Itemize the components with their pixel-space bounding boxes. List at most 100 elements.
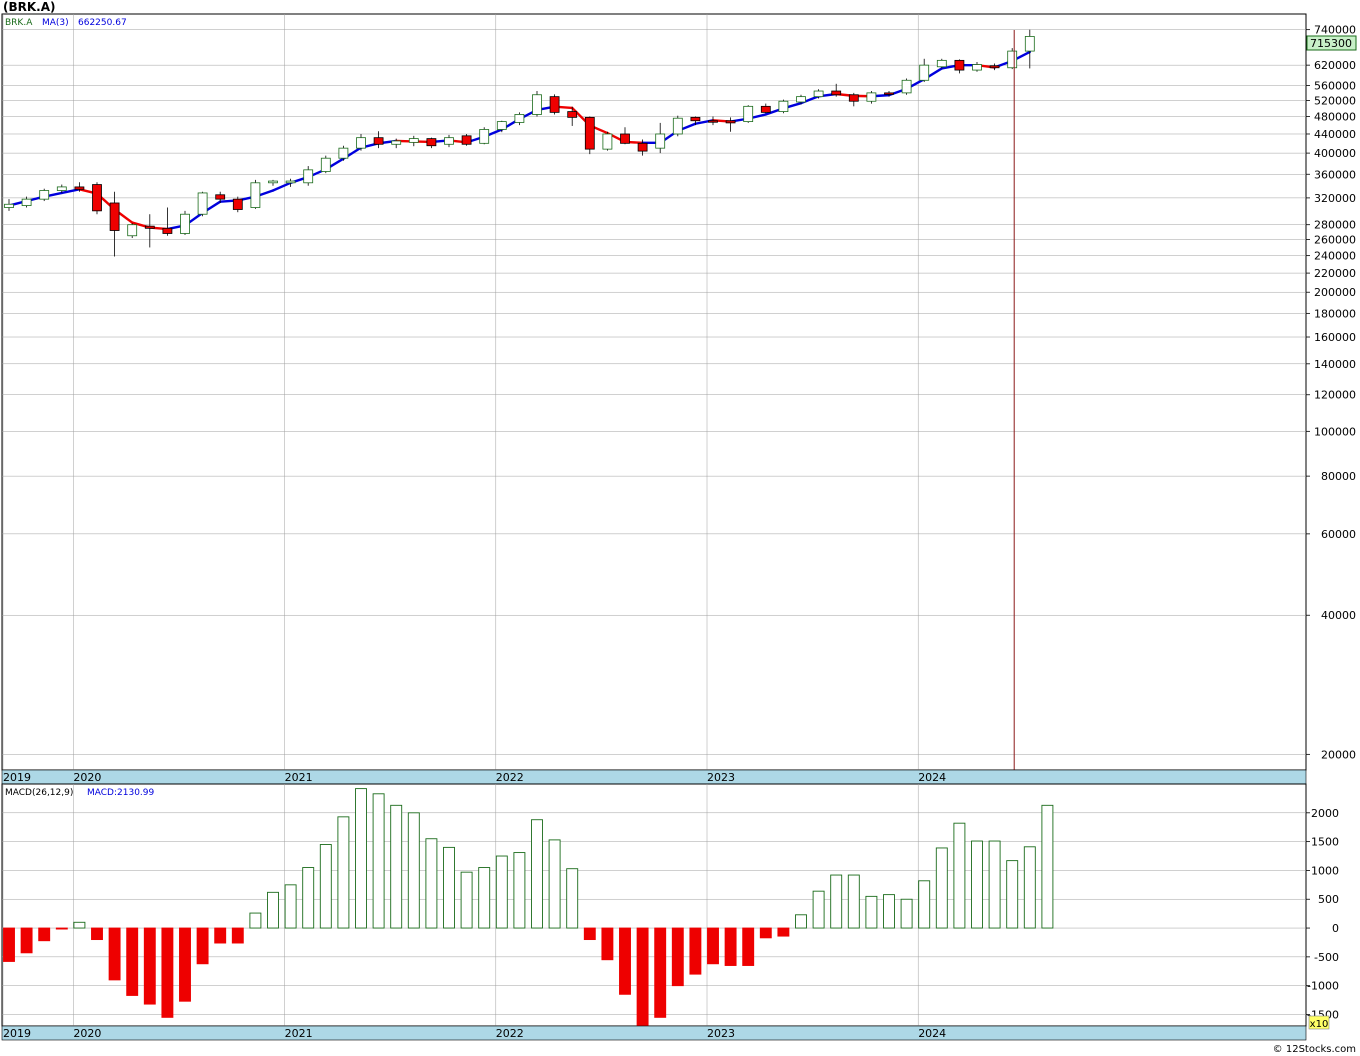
candle-body xyxy=(725,120,736,124)
date-band-bottom xyxy=(1,1025,1307,1041)
candle xyxy=(901,78,912,95)
candle-body xyxy=(672,117,683,135)
price-tick-label: 280000 xyxy=(1314,219,1356,232)
candle xyxy=(778,99,789,114)
candle xyxy=(162,207,173,236)
candle-body xyxy=(479,129,490,144)
candle xyxy=(584,116,595,155)
macd-bar xyxy=(302,867,315,929)
candle xyxy=(180,210,190,235)
candle-body xyxy=(532,94,542,115)
candle xyxy=(320,155,331,174)
candle xyxy=(21,196,32,208)
scale-multiplier: x10 xyxy=(1310,1019,1329,1030)
macd-tick-label: 500 xyxy=(1318,893,1339,906)
candle-body xyxy=(144,225,155,229)
price-tick-label: 180000 xyxy=(1314,307,1356,320)
macd-bar xyxy=(812,890,825,929)
candle xyxy=(637,139,648,156)
candle-body xyxy=(268,180,278,184)
candle xyxy=(655,122,666,154)
macd-bar xyxy=(1023,846,1036,929)
candle xyxy=(197,191,208,217)
date-band-top xyxy=(1,769,1307,785)
macd-bar xyxy=(495,855,508,929)
date-label: 2019 xyxy=(3,771,31,784)
price-grid xyxy=(2,14,1306,770)
macd-bar xyxy=(619,927,631,995)
date-label: 2019 xyxy=(3,1027,31,1040)
macd-bars xyxy=(3,788,1054,1030)
macd-bar xyxy=(38,927,51,942)
candle xyxy=(56,184,67,193)
candle xyxy=(109,191,120,257)
price-tick-label: 480000 xyxy=(1314,111,1356,124)
macd-bar xyxy=(1006,860,1019,929)
legend-symbol: BRK.A xyxy=(5,18,33,28)
candle-body xyxy=(567,111,578,118)
macd-grid xyxy=(2,784,1306,1026)
candle-body xyxy=(74,186,85,190)
scale-multiplier-box xyxy=(1308,1015,1330,1030)
candle xyxy=(532,91,542,117)
macd-bar xyxy=(196,927,209,965)
macd-legend-value: MACD:2130.99 xyxy=(87,788,155,798)
macd-bar xyxy=(830,874,843,929)
candle-body xyxy=(232,198,243,210)
candle xyxy=(972,61,982,72)
candle xyxy=(989,63,1000,71)
candle-body xyxy=(92,184,102,212)
candle-body xyxy=(549,96,560,113)
candle-body xyxy=(848,94,859,102)
candle xyxy=(92,182,102,215)
candle xyxy=(954,59,965,74)
price-panel-frame xyxy=(1,13,1307,771)
candle-body xyxy=(162,227,173,234)
candle-body xyxy=(197,192,208,215)
candle-body xyxy=(620,133,630,144)
candle xyxy=(796,94,806,105)
macd-tick-label: 0 xyxy=(1332,922,1339,935)
macd-bar xyxy=(91,927,103,941)
candle xyxy=(39,188,50,202)
macd-bar xyxy=(548,839,561,929)
date-label: 2020 xyxy=(73,1027,101,1040)
price-tick-label: 360000 xyxy=(1314,168,1356,181)
macd-bar xyxy=(935,847,948,929)
price-tick-label: 240000 xyxy=(1314,250,1356,263)
macd-legend-label: MACD(26,12,9) xyxy=(5,788,73,798)
macd-bar xyxy=(883,894,895,929)
macd-bar xyxy=(601,927,614,961)
candle xyxy=(373,131,384,149)
candle-body xyxy=(584,116,595,150)
candle-body xyxy=(866,92,877,102)
candles xyxy=(4,29,1035,257)
candle-body xyxy=(708,120,718,123)
last-price-marker xyxy=(1306,35,1357,51)
candle-body xyxy=(444,137,454,145)
candle-body xyxy=(901,79,912,94)
macd-bar xyxy=(689,927,702,975)
macd-bar xyxy=(337,816,350,929)
macd-bar xyxy=(1041,804,1054,929)
candle-body xyxy=(637,142,648,152)
macd-bar xyxy=(407,812,420,929)
candle-body xyxy=(338,147,349,159)
candle-body xyxy=(602,133,613,150)
candle xyxy=(496,120,507,133)
candle xyxy=(919,58,930,83)
candle xyxy=(408,135,419,147)
candle xyxy=(813,89,824,99)
candle-body xyxy=(655,133,666,149)
candle xyxy=(338,145,349,161)
candle xyxy=(285,178,296,187)
price-tick-label: 740000 xyxy=(1314,24,1356,37)
candle xyxy=(144,214,155,248)
price-tick-label: 40000 xyxy=(1321,609,1356,622)
macd-bar xyxy=(953,822,966,929)
macd-bar xyxy=(20,927,33,954)
candle xyxy=(74,182,85,192)
macd-bar xyxy=(900,898,913,929)
ma3-segment xyxy=(60,188,81,195)
legend-ma-value: 662250.67 xyxy=(78,18,127,28)
